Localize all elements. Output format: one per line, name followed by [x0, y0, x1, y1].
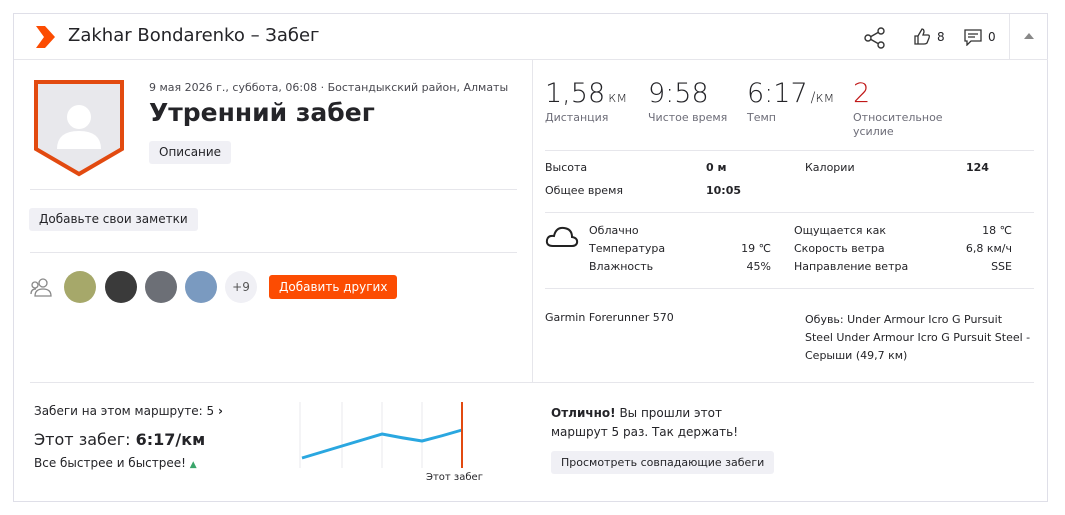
shoes: Обувь: Under Armour Icro G Pursuit Steel… — [805, 313, 1031, 362]
activity-meta: 9 мая 2026 г., суббота, 06:08 · Бостанды… — [149, 81, 509, 94]
this-run-label: Этот забег: — [34, 430, 131, 449]
trend: Все быстрее и быстрее! ▲ — [34, 456, 197, 470]
weather-label: Направление ветра — [794, 260, 909, 273]
add-athletes-button[interactable]: Добавить других — [269, 275, 398, 299]
stat-unit: км — [608, 90, 627, 106]
stat-label: Дистанция — [545, 111, 609, 124]
column-divider — [532, 60, 533, 382]
weather-value: 6,8 км/ч — [965, 242, 1012, 255]
weather-label: Температура — [589, 242, 666, 255]
weather-value: 45% — [746, 260, 771, 273]
activity-name: Утренний забег — [149, 98, 375, 127]
weather-value: 19 ℃ — [741, 242, 771, 255]
like-button[interactable] — [913, 28, 931, 46]
weather-value: SSE — [991, 260, 1012, 273]
stat-value: 2 — [853, 78, 948, 109]
athlete-avatar[interactable] — [105, 271, 137, 303]
description-button[interactable]: Описание — [149, 141, 232, 164]
message-text: Вы прошли этот маршрут 5 раз. Так держат… — [551, 406, 739, 439]
detail-label: Калории — [805, 161, 855, 174]
weather-condition: Облачно — [589, 224, 639, 237]
message-bold: Отлично! — [551, 406, 616, 420]
segment-message: Отлично! Вы прошли этот маршрут 5 раз. Т… — [551, 404, 751, 442]
activity-badge — [34, 80, 124, 177]
header-separator — [1009, 14, 1010, 59]
header-divider — [14, 59, 1048, 60]
route-runs[interactable]: Забеги на этом маршруте: 5 › — [34, 404, 223, 418]
stat: 2 Относительное усилие — [853, 78, 948, 139]
collapse-button[interactable] — [1024, 33, 1034, 39]
likes-count[interactable]: 8 — [937, 30, 945, 44]
more-athletes[interactable]: +9 — [225, 271, 257, 303]
trend-text: Все быстрее и быстрее! — [34, 456, 186, 470]
notes-button[interactable]: Добавьте свои заметки — [29, 208, 198, 231]
divider — [30, 382, 1034, 383]
detail-value: 124 — [966, 161, 989, 174]
weather-label: Влажность — [589, 260, 654, 273]
chart-marker-label: Этот забег — [426, 472, 483, 483]
stat-label: Относительное усилие — [853, 111, 943, 138]
divider — [30, 252, 517, 253]
detail-value: 0 м — [706, 161, 727, 174]
weather-icon — [545, 226, 579, 247]
comments-count[interactable]: 0 — [988, 30, 996, 44]
detail-label: Общее время — [545, 184, 623, 197]
stat-number: 9:58 — [648, 78, 709, 109]
divider — [545, 150, 1034, 151]
this-run: Этот забег: 6:17/км — [34, 430, 205, 449]
stat-label: Темп — [747, 111, 776, 124]
stat-value: 1,58 км — [545, 78, 640, 109]
this-run-pace: 6:17/км — [135, 430, 206, 449]
stat-label: Чистое время — [648, 111, 728, 124]
activity-card — [13, 13, 1048, 502]
stat: 1,58 км Дистанция — [545, 78, 640, 125]
device: Garmin Forerunner 570 — [545, 311, 674, 324]
divider — [545, 212, 1034, 213]
stat-number: 2 — [853, 78, 871, 109]
stat: 9:58 Чистое время — [648, 78, 743, 125]
weather-label: Скорость ветра — [794, 242, 885, 255]
stat: 6:17/км Темп — [747, 78, 842, 125]
route-runs-text[interactable]: Забеги на этом маршруте: 5 — [34, 404, 215, 418]
stat-number: 6:17 — [747, 78, 808, 109]
stat-value: 9:58 — [648, 78, 743, 109]
stat-value: 6:17/км — [747, 78, 842, 109]
athlete-avatar[interactable] — [145, 271, 177, 303]
share-button[interactable] — [864, 27, 886, 49]
weather-value: 18 ℃ — [982, 224, 1012, 237]
divider — [30, 189, 517, 190]
weather-label: Ощущается как — [794, 224, 886, 237]
stat-unit: /км — [810, 90, 835, 106]
detail-value: 10:05 — [706, 184, 742, 197]
logo — [36, 26, 55, 48]
detail-label: Высота — [545, 161, 588, 174]
athletes-icon — [30, 278, 52, 297]
comment-button[interactable] — [964, 29, 982, 46]
stat-number: 1,58 — [545, 78, 606, 109]
divider — [545, 288, 1034, 289]
route-chart — [299, 402, 463, 468]
athlete-avatar[interactable] — [64, 271, 96, 303]
matched-runs-button[interactable]: Просмотреть совпадающие забеги — [551, 451, 775, 474]
athlete-avatar[interactable] — [185, 271, 217, 303]
header-title: Zakhar Bondarenko – Забег — [68, 25, 320, 46]
